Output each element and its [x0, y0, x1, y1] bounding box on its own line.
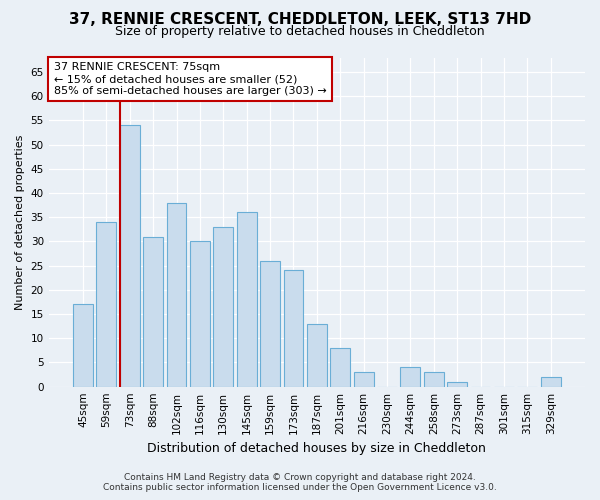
Bar: [541, 377, 560, 386]
Y-axis label: Number of detached properties: Number of detached properties: [15, 134, 25, 310]
Bar: [447, 382, 467, 386]
Bar: [167, 202, 187, 386]
Bar: [307, 324, 327, 386]
Bar: [353, 372, 374, 386]
Bar: [214, 227, 233, 386]
Bar: [260, 261, 280, 386]
Bar: [143, 236, 163, 386]
Text: 37, RENNIE CRESCENT, CHEDDLETON, LEEK, ST13 7HD: 37, RENNIE CRESCENT, CHEDDLETON, LEEK, S…: [69, 12, 531, 28]
Bar: [97, 222, 116, 386]
Bar: [330, 348, 350, 387]
Bar: [284, 270, 304, 386]
Bar: [73, 304, 93, 386]
Bar: [120, 126, 140, 386]
X-axis label: Distribution of detached houses by size in Cheddleton: Distribution of detached houses by size …: [148, 442, 486, 455]
Bar: [190, 242, 210, 386]
Text: 37 RENNIE CRESCENT: 75sqm
← 15% of detached houses are smaller (52)
85% of semi-: 37 RENNIE CRESCENT: 75sqm ← 15% of detac…: [54, 62, 327, 96]
Bar: [400, 368, 421, 386]
Bar: [237, 212, 257, 386]
Bar: [424, 372, 443, 386]
Text: Size of property relative to detached houses in Cheddleton: Size of property relative to detached ho…: [115, 25, 485, 38]
Text: Contains HM Land Registry data © Crown copyright and database right 2024.
Contai: Contains HM Land Registry data © Crown c…: [103, 473, 497, 492]
